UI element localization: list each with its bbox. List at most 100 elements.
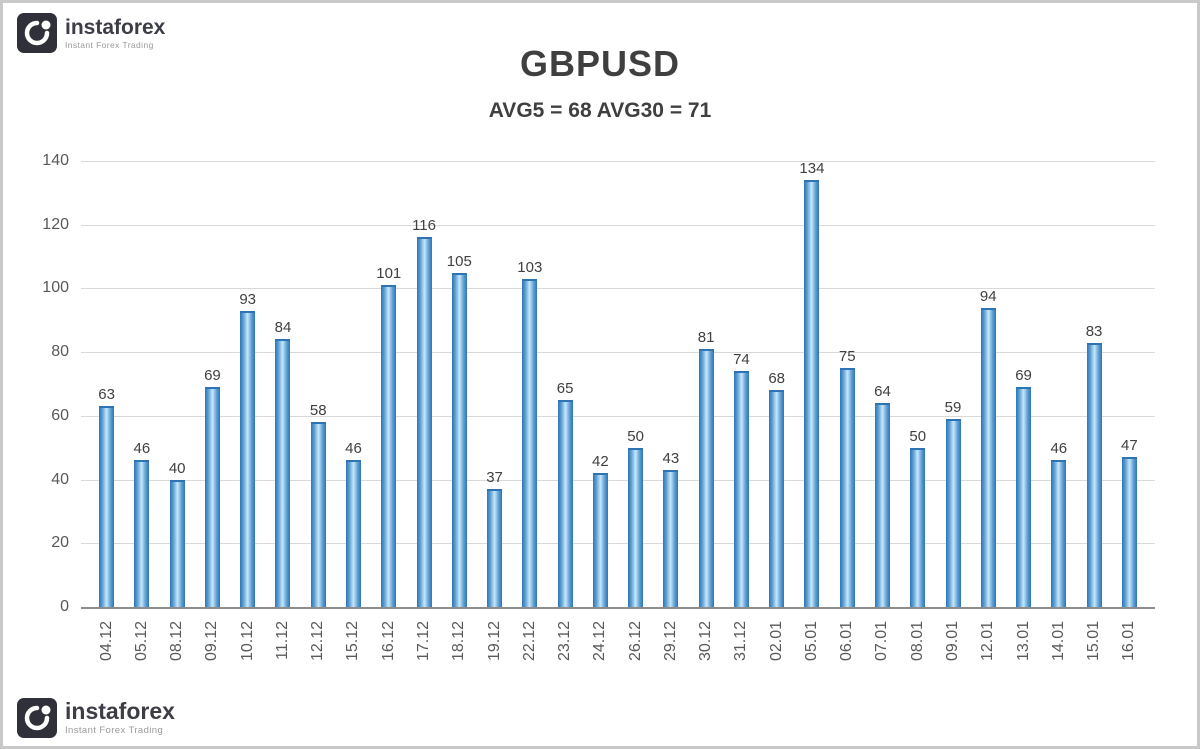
x-tick-label: 31.12: [732, 621, 750, 662]
x-tick-label: 14.01: [1049, 621, 1067, 662]
bar-value-label: 64: [874, 383, 891, 401]
x-tick: 15.12: [336, 615, 371, 705]
bar-value-label: 65: [556, 379, 574, 397]
x-tick: 10.12: [230, 615, 265, 705]
x-tick-label: 06.01: [838, 621, 856, 662]
bar-slot: 103: [512, 260, 547, 607]
logo-tagline: Instant Forex Trading: [65, 39, 154, 50]
bar-value-label: 103: [517, 258, 543, 276]
bar: [1086, 342, 1102, 607]
bar-slot: 65: [547, 381, 582, 607]
bar-slot: 42: [583, 454, 618, 607]
bar: [557, 399, 573, 607]
x-tick-label: 12.01: [979, 621, 997, 662]
bar-value-label: 116: [412, 217, 436, 235]
x-axis: 04.12 05.12 08.12 09.12 10.12 11.12 12.12 15.12…: [81, 615, 1155, 705]
x-tick: 08.12: [160, 615, 195, 705]
x-tick: 15.01: [1076, 615, 1111, 705]
bar: [698, 348, 714, 607]
x-tick: 17.12: [406, 615, 441, 705]
bar-value-label: 84: [274, 319, 292, 337]
x-tick-label: 09.01: [944, 621, 961, 662]
x-tick: 07.01: [865, 615, 900, 705]
bar-slot: 64: [865, 384, 900, 607]
bar-slot: 69: [1006, 368, 1041, 607]
y-tick-label: 140: [42, 152, 69, 169]
x-tick: 19.12: [477, 615, 512, 705]
x-tick-label: 19.12: [485, 621, 503, 662]
logo-brand-name: instaforex: [65, 698, 175, 725]
x-tick-label: 13.01: [1014, 621, 1032, 662]
x-tick: 02.01: [759, 615, 794, 705]
instaforex-logo-icon: [17, 13, 57, 53]
x-tick: 11.12: [265, 615, 300, 705]
gridline: [81, 288, 1155, 290]
x-tick-label: 16.12: [379, 621, 397, 662]
bar: [733, 371, 749, 607]
x-tick-label: 12.12: [309, 621, 327, 662]
gridline: [81, 352, 1155, 354]
x-tick: 06.01: [830, 615, 865, 705]
x-tick: 18.12: [442, 615, 477, 705]
bar-value-label: 37: [486, 469, 503, 487]
x-tick: 23.12: [547, 615, 582, 705]
x-tick-label: 23.12: [556, 621, 574, 662]
x-tick-label: 07.01: [873, 621, 891, 662]
bar-value-label: 134: [799, 160, 825, 178]
x-tick-label: 08.01: [908, 621, 926, 662]
logo-tagline: Instant Forex Trading: [65, 725, 164, 737]
bar-value-label: 83: [1085, 322, 1103, 340]
bar: [910, 447, 926, 607]
bar-value-label: 46: [1050, 440, 1068, 458]
bar-value-label: 50: [909, 427, 927, 445]
y-tick-label: 120: [42, 215, 69, 233]
bar-value-label: 93: [239, 290, 257, 308]
bar-slot: 63: [89, 387, 124, 607]
bar-slot: 37: [477, 470, 512, 607]
bar-slot: 83: [1076, 324, 1111, 607]
logo-brand-name: instaforex: [65, 15, 166, 39]
bar-value-label: 69: [1015, 367, 1032, 385]
bar: [592, 473, 608, 607]
bar-slot: 74: [724, 352, 759, 607]
x-tick-label: 10.12: [238, 621, 256, 662]
x-tick-label: 15.01: [1085, 621, 1103, 662]
bar-slot: 134: [794, 161, 829, 607]
bar-value-label: 68: [768, 370, 786, 388]
gridline: [81, 479, 1155, 481]
bar-value-label: 59: [944, 399, 962, 417]
bar-slot: 40: [160, 461, 195, 607]
bar: [1121, 457, 1137, 607]
x-tick: 24.12: [583, 615, 618, 705]
x-tick: 30.12: [689, 615, 724, 705]
x-tick: 12.01: [971, 615, 1006, 705]
bar: [416, 237, 432, 607]
plot-area: 63 46 40 69 93 84 58 46 101 116 105 37 103 65 42 50 43 81…: [81, 161, 1155, 609]
bar: [345, 460, 361, 607]
x-tick: 08.01: [900, 615, 935, 705]
x-tick-label: 02.01: [767, 621, 785, 662]
x-tick-label: 26.12: [626, 621, 644, 662]
x-tick: 09.12: [195, 615, 230, 705]
bar: [487, 489, 503, 607]
bar: [874, 403, 890, 607]
x-tick-label: 09.12: [203, 621, 221, 662]
gridline: [81, 607, 1155, 609]
x-tick: 14.01: [1041, 615, 1076, 705]
bar-slot: 46: [1041, 441, 1076, 607]
bar-slot: 116: [406, 218, 441, 607]
logo-text: instaforex Instant Forex Trading: [65, 17, 165, 50]
x-tick-label: 08.12: [168, 621, 186, 662]
x-tick-label: 18.12: [450, 621, 468, 662]
y-tick-label: 80: [51, 343, 69, 361]
x-tick: 05.12: [124, 615, 159, 705]
bar: [1016, 387, 1032, 607]
bar-slot: 93: [230, 292, 265, 607]
x-tick: 22.12: [512, 615, 547, 705]
bar: [169, 479, 185, 607]
bar-value-label: 40: [168, 459, 186, 477]
x-tick-label: 16.01: [1120, 621, 1138, 662]
x-tick: 12.12: [301, 615, 336, 705]
gridline: [81, 415, 1155, 417]
